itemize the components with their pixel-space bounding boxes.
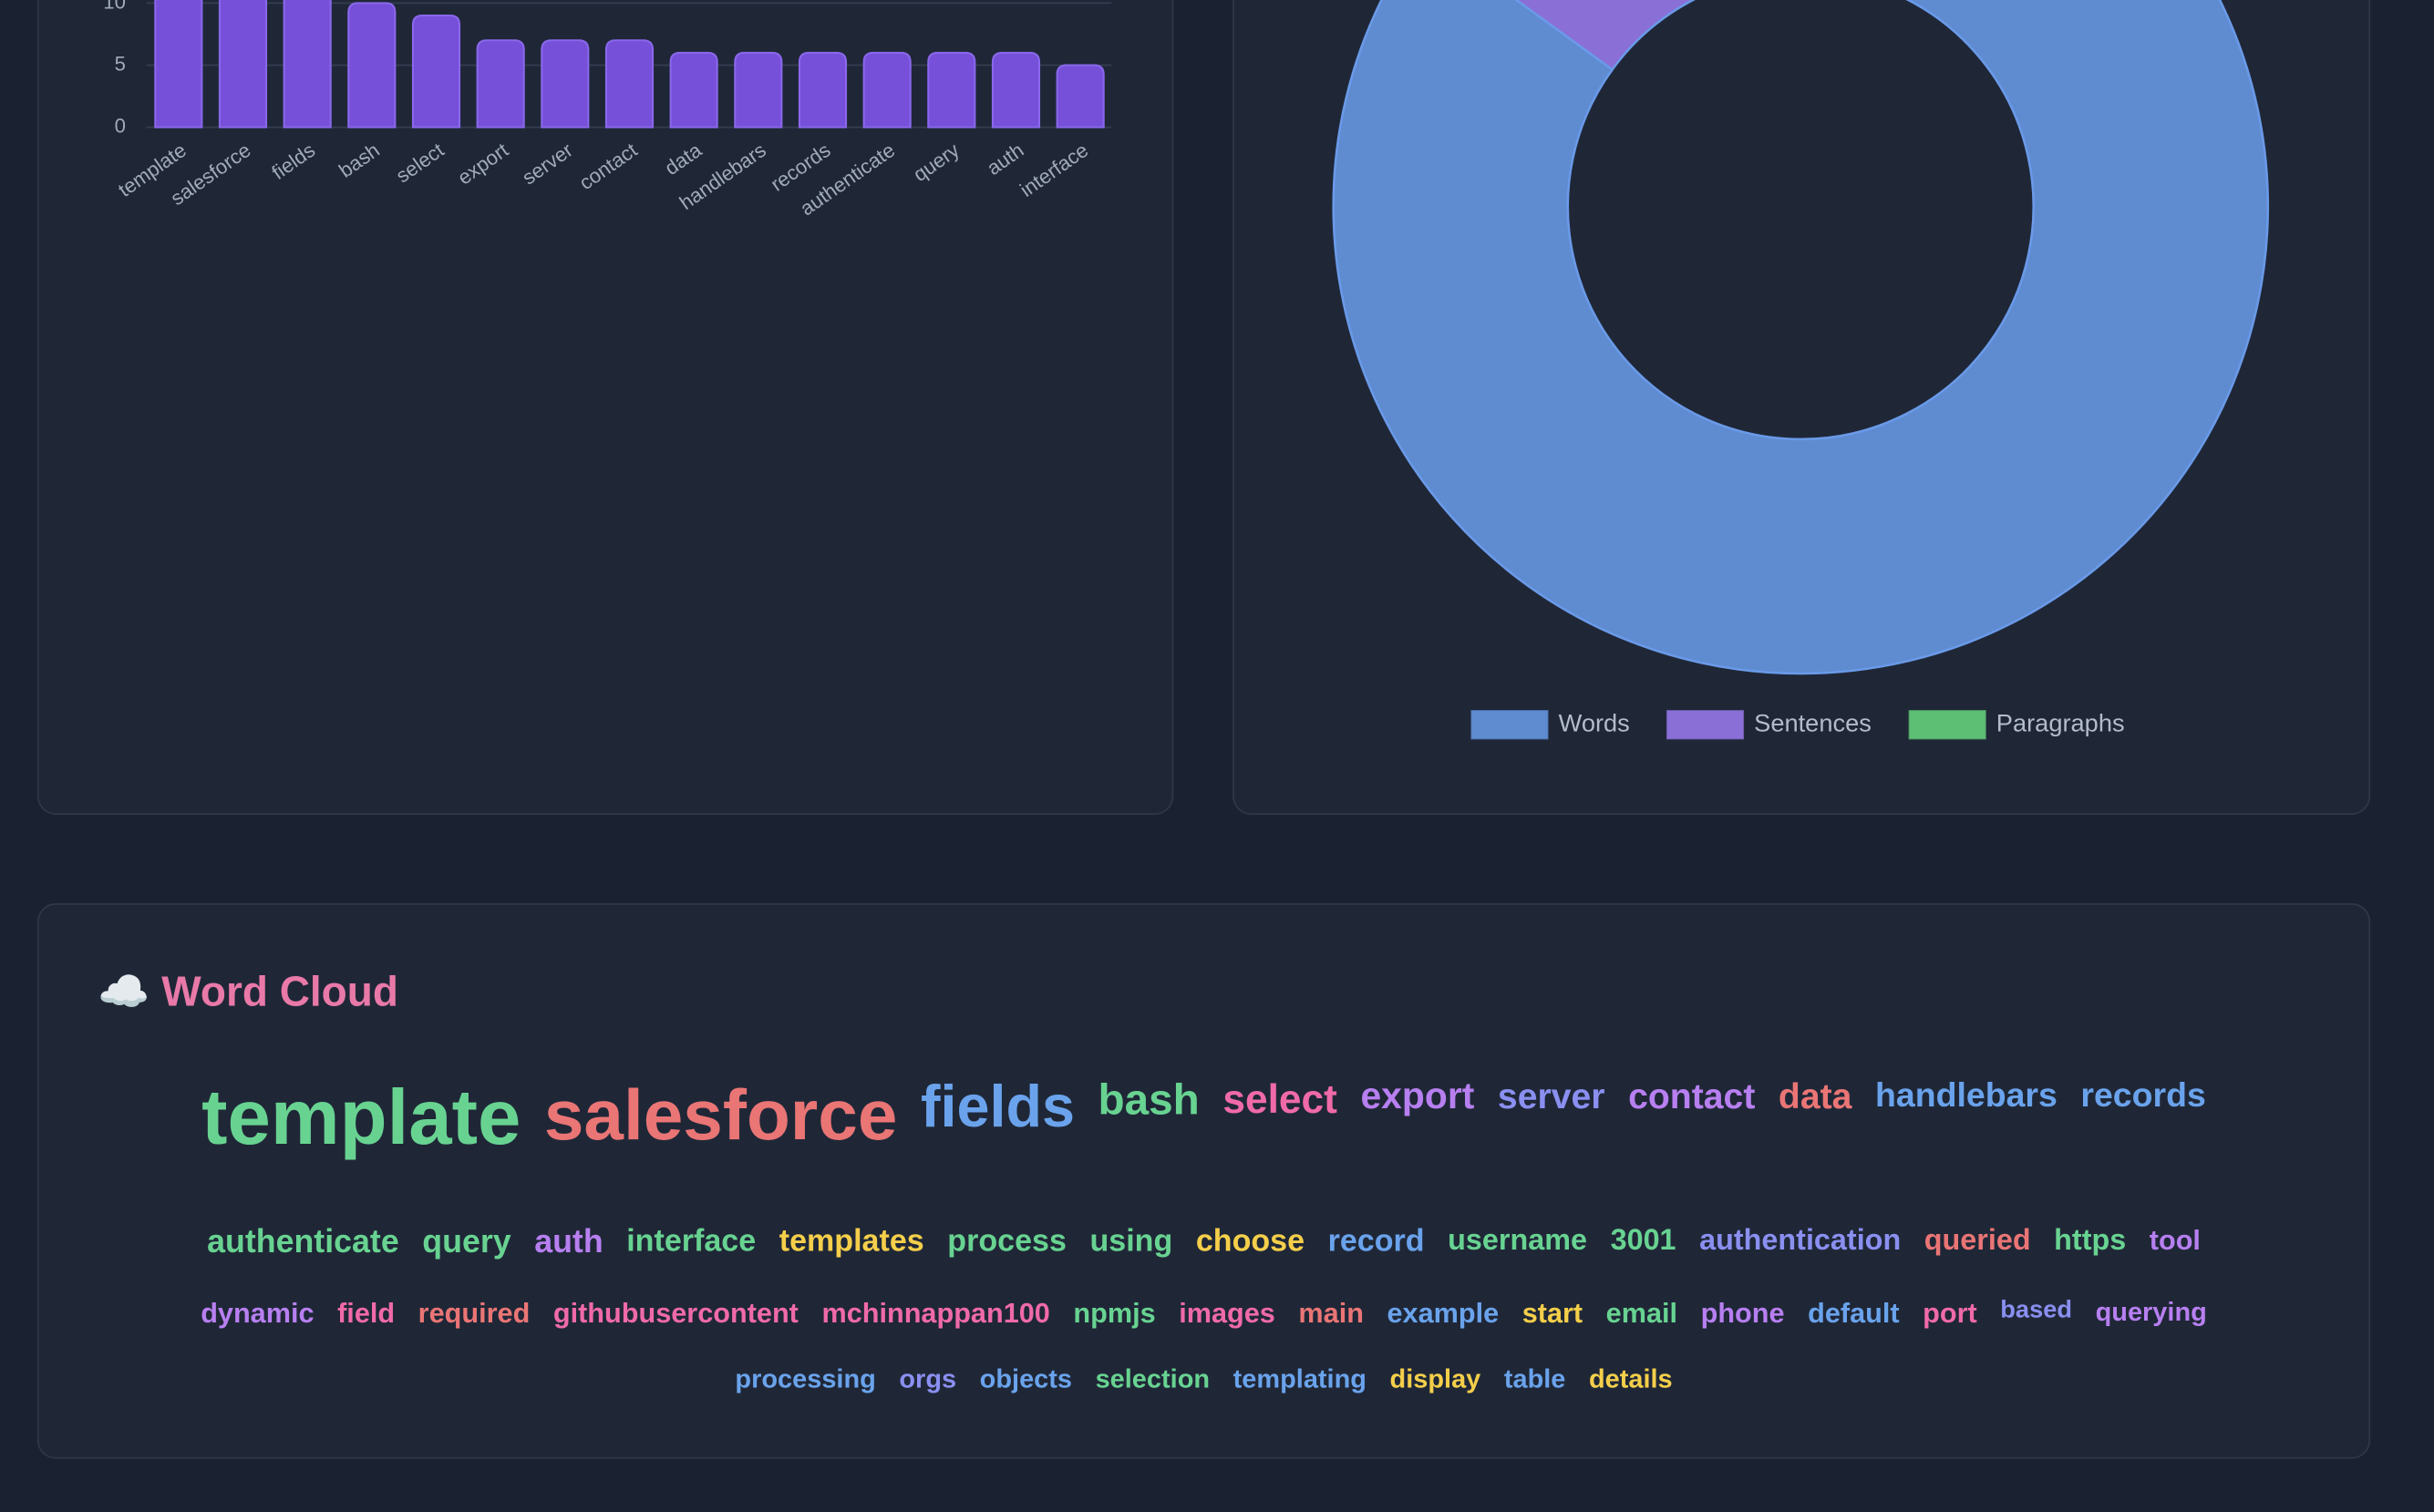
word: field — [337, 1297, 396, 1329]
bar — [991, 51, 1041, 129]
word: fields — [920, 1075, 1075, 1141]
legend-label: Sentences — [1754, 708, 1872, 736]
bar — [927, 51, 976, 129]
x-tick-label: select — [392, 139, 449, 188]
word: bash — [1098, 1075, 1200, 1124]
legend-label: Paragraphs — [1996, 708, 2125, 736]
word-cloud-title: ☁️ Word Cloud — [98, 968, 398, 1015]
bar — [476, 39, 525, 129]
bar — [604, 39, 655, 129]
bar-panel — [36, 0, 1174, 815]
x-tick-label: contact — [575, 139, 642, 194]
word-cloud-row: dynamic field required githubusercontent mch… — [39, 1297, 2369, 1329]
word: phone — [1700, 1297, 1785, 1329]
word: table — [1503, 1363, 1566, 1394]
word: handlebars — [1874, 1075, 2058, 1115]
word: default — [1808, 1297, 1900, 1329]
x-tick-label: auth — [983, 139, 1028, 180]
word-cloud-row: processing orgs objects selection templating… — [39, 1365, 2369, 1392]
word: details — [1588, 1363, 1673, 1394]
bar — [347, 2, 397, 129]
bar — [1056, 64, 1105, 129]
bar — [218, 0, 268, 129]
word: export — [1360, 1075, 1475, 1118]
word: records — [2080, 1075, 2206, 1115]
x-tick-label: bash — [335, 139, 384, 182]
word: 3001 — [1610, 1224, 1676, 1258]
bar — [154, 0, 203, 129]
word: email — [1605, 1297, 1678, 1329]
x-tick-label: interface — [1016, 139, 1092, 201]
x-tick-label: data — [661, 138, 706, 180]
bar — [734, 51, 783, 129]
word: githubusercontent — [552, 1297, 799, 1329]
bar — [669, 51, 718, 129]
word: images — [1179, 1297, 1275, 1329]
word: server — [1497, 1075, 1605, 1116]
word: templating — [1232, 1363, 1367, 1394]
word-cloud-panel: ☁️ Word Cloud template salesforce fields ba… — [36, 903, 2371, 1459]
x-tick-label: query — [909, 138, 964, 186]
word-cloud-row: template salesforce fields bash select export… — [39, 1074, 2369, 1161]
word-cloud-row: authenticate query auth interface templates p… — [39, 1226, 2369, 1259]
word: authentication — [1699, 1224, 1902, 1258]
x-tick-label: fields — [268, 139, 320, 184]
legend-swatch — [1908, 710, 1986, 740]
word: username — [1448, 1224, 1588, 1258]
charts: 051015templatesalesforcefieldsbashselect… — [103, 0, 2270, 740]
word: choose — [1195, 1224, 1305, 1259]
word: record — [1327, 1224, 1425, 1259]
word: mchinnappan100 — [821, 1297, 1050, 1329]
x-tick-label: export — [453, 139, 512, 190]
word: port — [1923, 1297, 1977, 1329]
word: authenticate — [207, 1224, 399, 1260]
bar — [411, 15, 461, 129]
doughnut-slice — [1332, 0, 2270, 675]
legend-swatch — [1666, 710, 1745, 740]
word: start — [1521, 1297, 1583, 1329]
word: query — [422, 1224, 511, 1260]
bar — [862, 51, 912, 129]
word: data — [1778, 1075, 1852, 1116]
x-tick-label: server — [518, 139, 577, 190]
y-tick-label: 5 — [115, 52, 126, 75]
word: contact — [1628, 1075, 1756, 1116]
legend-swatch — [1470, 710, 1549, 740]
word: required — [418, 1297, 531, 1329]
bar — [541, 39, 590, 129]
y-tick-label: 10 — [103, 0, 126, 13]
word: example — [1387, 1297, 1500, 1329]
doughnut-slice — [1514, 0, 1697, 72]
bar — [283, 0, 332, 129]
word: querying — [2095, 1297, 2207, 1327]
word: using — [1089, 1224, 1173, 1259]
word: dynamic — [201, 1297, 315, 1329]
word: template — [201, 1074, 521, 1161]
word: templates — [779, 1224, 924, 1259]
y-tick-label: 0 — [115, 114, 126, 137]
word: objects — [979, 1363, 1073, 1394]
word: processing — [735, 1363, 876, 1394]
word: orgs — [899, 1363, 957, 1394]
word: queried — [1923, 1224, 2031, 1258]
word: salesforce — [543, 1074, 898, 1155]
word: npmjs — [1073, 1297, 1156, 1329]
word: interface — [626, 1224, 757, 1259]
word: select — [1222, 1075, 1337, 1123]
word: main — [1298, 1297, 1364, 1329]
legend-label: Words — [1559, 708, 1630, 736]
bar — [798, 51, 848, 129]
word: process — [947, 1224, 1067, 1259]
word: tool — [2149, 1224, 2201, 1256]
word: based — [2000, 1297, 2073, 1324]
word: selection — [1095, 1363, 1211, 1394]
word: display — [1389, 1363, 1481, 1394]
word: auth — [534, 1224, 603, 1260]
word: https — [2054, 1224, 2127, 1258]
